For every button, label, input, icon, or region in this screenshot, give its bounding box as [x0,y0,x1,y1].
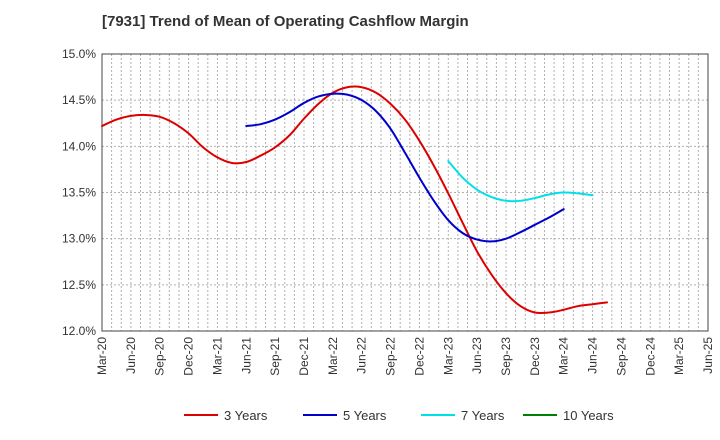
x-tick-label: Mar-21 [210,337,224,375]
grid [102,53,708,332]
y-tick-label: 14.0% [62,139,96,153]
x-tick-label: Mar-20 [95,337,109,375]
y-tick-label: 13.0% [62,232,96,246]
y-tick-label: 12.0% [62,324,96,338]
legend-label: 3 Years [224,408,268,423]
x-tick-label: Mar-24 [557,337,571,375]
series-line-3-years [101,85,608,315]
x-tick-label: Dec-23 [528,337,542,376]
x-tick-label: Jun-21 [239,337,253,374]
x-tick-label: Jun-25 [701,337,715,374]
x-tick-label: Sep-22 [384,337,398,376]
x-tick-label: Jun-23 [470,337,484,374]
x-tick-label: Sep-24 [614,337,628,376]
y-axis: 12.0% 12.5% 13.0% 13.5% 14.0% 14.5% 15.0% [62,47,96,338]
series-lines [101,85,608,315]
legend-label: 5 Years [343,408,387,423]
y-tick-label: 14.5% [62,93,96,107]
x-tick-label: Dec-21 [297,337,311,376]
x-tick-label: Mar-25 [672,337,686,375]
x-tick-label: Jun-20 [124,337,138,374]
x-tick-label: Dec-20 [182,337,196,376]
x-tick-label: Jun-24 [586,337,600,374]
legend-label: 7 Years [461,408,505,423]
y-tick-label: 15.0% [62,47,96,61]
plot-frame [101,53,709,332]
chart-title: [7931] Trend of Mean of Operating Cashfl… [102,13,469,30]
legend-label: 10 Years [563,408,614,423]
x-tick-label: Sep-20 [153,337,167,376]
y-tick-label: 13.5% [62,186,96,200]
x-tick-label: Mar-23 [441,337,455,375]
x-tick-label: Sep-21 [268,337,282,376]
x-tick-label: Mar-22 [326,337,340,375]
y-tick-label: 12.5% [62,278,96,292]
series-line-5-years [245,92,565,243]
x-tick-label: Sep-23 [499,337,513,376]
x-tick-label: Dec-22 [412,337,426,376]
x-tick-label: Jun-22 [355,337,369,374]
legend: 3 Years 5 Years 7 Years 10 Years [184,408,614,423]
series-line-7-years [447,160,594,203]
x-tick-label: Dec-24 [643,337,657,376]
x-axis: Mar-20 Jun-20 Sep-20 Dec-20 Mar-21 Jun-21 Sep-… [95,337,715,376]
